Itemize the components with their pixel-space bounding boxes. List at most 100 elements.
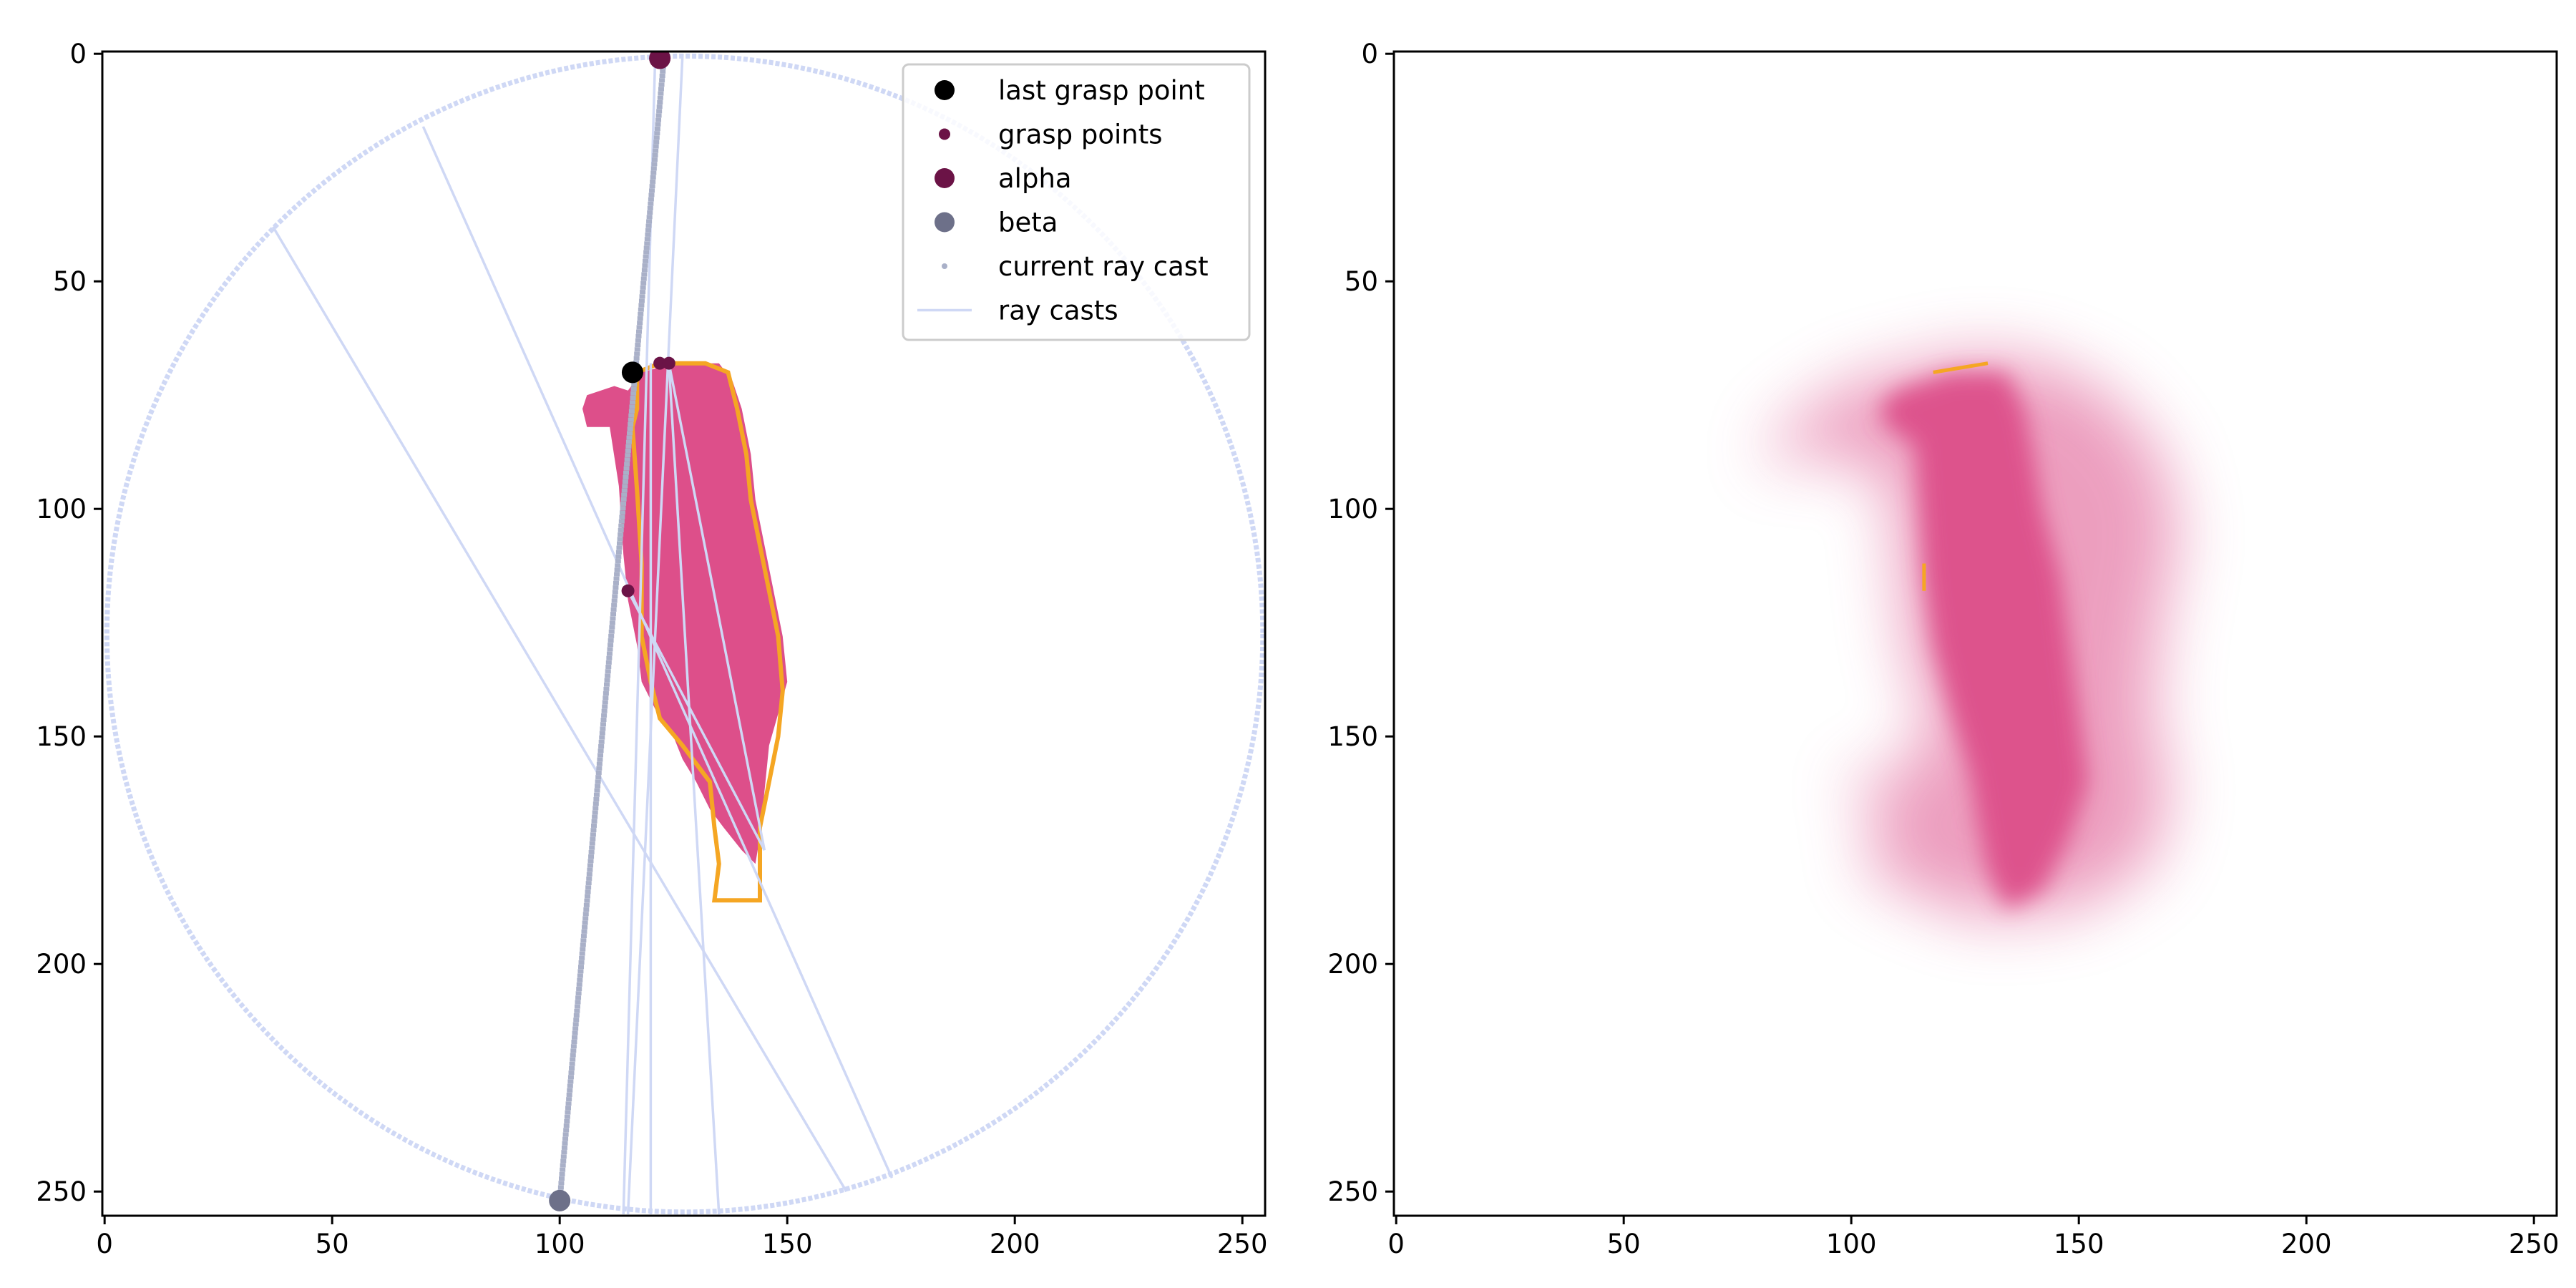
current-ray-cast-point [560,1154,567,1159]
current-ray-cast-point [600,722,606,727]
current-ray-cast-point [601,713,608,718]
ray-cast-line [668,363,721,1215]
current-ray-cast-point [650,179,656,184]
current-ray-cast-point [587,859,594,864]
current-ray-cast-point [623,470,630,475]
current-ray-cast-point [602,691,609,696]
current-ray-cast-point [656,104,663,109]
current-ray-cast-point [630,386,637,391]
legend-entry: grasp points [939,119,1163,150]
legend-marker [935,80,955,100]
current-ray-cast-point [616,545,623,550]
current-ray-cast-point [577,973,583,978]
current-ray-cast-point [608,629,615,634]
current-ray-cast-point [628,413,635,418]
current-ray-cast-point [569,1061,575,1066]
current-ray-cast-point [651,162,658,167]
current-ray-cast-point [580,934,587,939]
current-ray-cast-point [593,792,600,797]
current-ray-cast-point [641,268,648,273]
current-ray-cast-point [575,991,582,996]
current-ray-cast-point [643,245,650,250]
current-ray-cast-point [647,210,653,215]
y-tick-label: 200 [36,949,87,980]
y-tick-label: 200 [1327,949,1378,980]
current-ray-cast-point [649,184,655,189]
current-ray-cast-point [604,682,610,687]
current-ray-cast-point [637,321,643,326]
current-ray-cast-point [585,881,592,886]
current-ray-cast-point [573,1018,580,1023]
current-ray-cast-point [574,1004,580,1009]
current-ray-cast-point [603,686,610,691]
current-ray-cast-point [608,643,614,648]
current-ray-cast-point [640,276,647,281]
current-ray-cast-point [559,1171,565,1176]
current-ray-cast-point [654,131,660,136]
current-ray-cast-point [634,347,640,352]
current-ray-cast-point [560,1158,567,1163]
heatmap-panel: 0 50 100 150 200 250 0 50 100 150 200 250 [1327,39,2559,1259]
current-ray-cast-point [614,572,620,577]
legend-label: ray casts [998,296,1118,326]
current-ray-cast-point [655,113,662,118]
current-ray-cast-point [601,708,608,713]
current-ray-cast-point [586,872,592,877]
x-tick-label: 100 [535,1229,585,1259]
current-ray-cast-point [613,576,620,581]
current-ray-cast-point [643,250,650,255]
current-ray-cast-point [650,166,657,171]
current-ray-cast-point [613,585,619,590]
current-ray-cast-point [619,514,625,519]
current-ray-cast-point [609,620,615,625]
current-ray-cast-point [560,1167,566,1172]
current-ray-cast-point [613,580,619,585]
legend-label: grasp points [998,119,1163,150]
current-ray-cast-point [625,453,631,458]
current-ray-cast-point [562,1136,569,1141]
y-tick-label: 0 [69,39,87,69]
current-ray-cast-point [592,801,599,806]
current-ray-cast-point [584,898,590,903]
ray-casts [271,54,894,1215]
current-ray-cast-point [605,660,612,665]
current-ray-cast-point [582,924,588,930]
ray-cast-line [271,225,848,1193]
current-ray-cast-point [659,78,665,83]
current-ray-cast-point [602,704,608,709]
y-tick-label: 150 [1327,721,1378,752]
current-ray-cast-point [599,735,605,740]
current-ray-cast-point [567,1088,573,1093]
current-ray-cast-point [638,307,644,312]
current-ray-cast-point [658,82,665,87]
current-ray-cast-point [653,135,660,140]
current-ray-cast-point [617,537,623,542]
y-tick-label: 100 [1327,494,1378,525]
current-ray-cast-point [610,616,616,621]
current-ray-cast-point [606,655,613,660]
current-ray-cast-point [638,298,645,303]
current-ray-cast-point [626,435,633,440]
current-ray-cast-point [590,832,596,837]
x-tick-label: 200 [990,1229,1040,1259]
legend-label: alpha [998,163,1072,194]
axis-ticks-left: 0 50 100 150 200 250 0 50 100 150 200 250 [36,39,1267,1259]
current-ray-cast-point [615,550,622,555]
current-ray-cast-point [593,796,600,801]
current-ray-cast-point [646,215,653,220]
current-ray-cast-point [587,867,593,872]
current-ray-cast-point [597,748,604,753]
current-ray-cast-point [562,1132,569,1137]
current-ray-cast-point [605,665,612,670]
current-ray-cast-point [588,854,595,859]
current-ray-cast-point [582,920,588,925]
current-ray-cast-point [638,303,645,308]
current-ray-cast-point [653,140,660,145]
current-ray-cast-point [560,1163,566,1168]
current-ray-cast-point [589,841,595,846]
current-ray-cast-point [567,1083,573,1088]
current-ray-cast-point [618,532,624,537]
y-tick-label: 250 [1327,1176,1378,1207]
last-grasp-point [621,361,643,384]
